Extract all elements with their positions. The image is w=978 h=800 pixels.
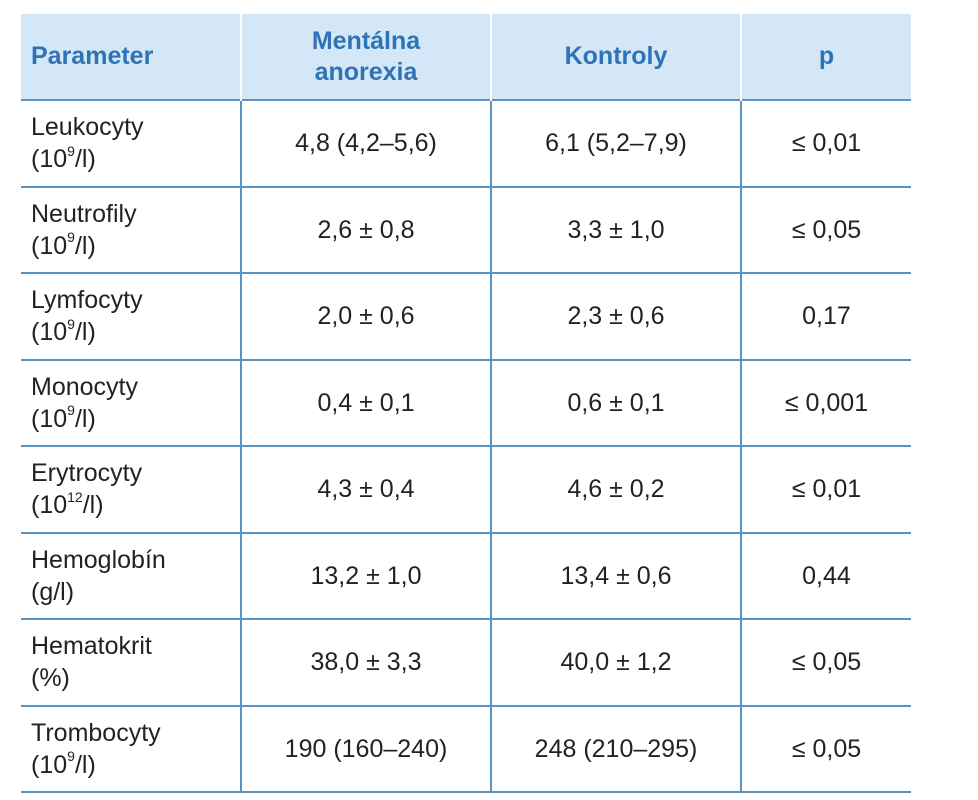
cell-parameter: Lymfocyty (109/l): [21, 272, 241, 360]
cell-p-value: ≤ 0,01: [740, 445, 911, 533]
cell-mentalna-anorexia: 2,6 ± 0,8: [240, 185, 491, 273]
parameter-unit: (109/l): [31, 143, 232, 175]
table-row: Leukocyty (109/l) 4,8 (4,2–5,6) 6,1 (5,2–7,…: [21, 99, 911, 187]
parameter-unit: (1012/l): [31, 489, 232, 521]
unit-suffix: /l): [74, 750, 96, 779]
table-header: Parameter Mentálna anorexia Kontroly p: [21, 14, 911, 100]
unit-exponent: 12: [67, 488, 83, 505]
parameter-name: Monocyty: [31, 372, 138, 401]
unit-prefix: (10: [31, 231, 68, 260]
cell-kontroly: 248 (210–295): [490, 704, 741, 793]
cell-kontroly: 0,6 ± 0,1: [490, 358, 741, 446]
table-row: Neutrofily (109/l) 2,6 ± 0,8 3,3 ± 1,0 ≤ 0,0…: [21, 185, 911, 273]
parameter-unit: (g/l): [31, 576, 232, 608]
cell-p-value: ≤ 0,05: [740, 185, 911, 273]
parameter-name: Erytrocyty: [31, 459, 143, 488]
cell-mentalna-anorexia: 2,0 ± 0,6: [240, 272, 491, 360]
cell-p-value: ≤ 0,001: [740, 358, 911, 446]
cell-kontroly: 3,3 ± 1,0: [490, 185, 741, 273]
cell-parameter: Monocyty (109/l): [21, 358, 241, 446]
unit-exponent: 9: [67, 315, 75, 332]
parameter-name: Lymfocyty: [31, 286, 143, 315]
unit-prefix: (10: [31, 404, 68, 433]
parameter-name: Trombocyty: [31, 718, 161, 747]
cell-p-value: 0,17: [740, 272, 911, 360]
table-row: Erytrocyty (1012/l) 4,3 ± 0,4 4,6 ± 0,2 ≤ 0,…: [21, 445, 911, 533]
unit-suffix: /l): [74, 318, 96, 347]
unit-prefix: (10: [31, 145, 68, 174]
header-p-value: p: [740, 14, 911, 100]
unit-suffix: /l): [74, 145, 96, 174]
cell-mentalna-anorexia: 4,3 ± 0,4: [240, 445, 491, 533]
cell-parameter: Hematokrit (%): [21, 618, 241, 706]
blood-parameters-table: Parameter Mentálna anorexia Kontroly p L…: [21, 14, 911, 793]
unit-prefix: (%): [31, 664, 70, 693]
cell-p-value: 0,44: [740, 531, 911, 619]
cell-kontroly: 13,4 ± 0,6: [490, 531, 741, 619]
unit-suffix: /l): [74, 404, 96, 433]
parameter-unit: (109/l): [31, 403, 232, 435]
cell-p-value: ≤ 0,05: [740, 704, 911, 793]
unit-exponent: 9: [67, 748, 75, 765]
cell-parameter: Hemoglobín (g/l): [21, 531, 241, 619]
cell-kontroly: 4,6 ± 0,2: [490, 445, 741, 533]
cell-kontroly: 40,0 ± 1,2: [490, 618, 741, 706]
cell-parameter: Trombocyty (109/l): [21, 704, 241, 793]
cell-parameter: Erytrocyty (1012/l): [21, 445, 241, 533]
unit-prefix: (10: [31, 318, 68, 347]
header-mentalna-anorexia: Mentálna anorexia: [240, 14, 491, 100]
table-row: Trombocyty (109/l) 190 (160–240) 248 (210–2…: [21, 704, 911, 793]
unit-prefix: (g/l): [31, 577, 75, 606]
table-row: Hematokrit (%) 38,0 ± 3,3 40,0 ± 1,2 ≤ 0,05: [21, 618, 911, 706]
cell-mentalna-anorexia: 190 (160–240): [240, 704, 491, 793]
cell-mentalna-anorexia: 38,0 ± 3,3: [240, 618, 491, 706]
table-row: Hemoglobín (g/l) 13,2 ± 1,0 13,4 ± 0,6 0,44: [21, 531, 911, 619]
cell-kontroly: 6,1 (5,2–7,9): [490, 99, 741, 187]
parameter-unit: (109/l): [31, 230, 232, 262]
header-parameter: Parameter: [31, 42, 154, 70]
parameter-name: Neutrofily: [31, 199, 137, 228]
unit-prefix: (10: [31, 491, 68, 520]
cell-p-value: ≤ 0,05: [740, 618, 911, 706]
header-row: Parameter Mentálna anorexia Kontroly p: [21, 14, 911, 100]
cell-mentalna-anorexia: 4,8 (4,2–5,6): [240, 99, 491, 187]
cell-mentalna-anorexia: 13,2 ± 1,0: [240, 531, 491, 619]
header-kontroly: Kontroly: [490, 14, 741, 100]
cell-p-value: ≤ 0,01: [740, 99, 911, 187]
parameter-name: Hemoglobín: [31, 545, 166, 574]
parameter-name: Hematokrit: [31, 632, 152, 661]
table-row: Monocyty (109/l) 0,4 ± 0,1 0,6 ± 0,1 ≤ 0,001: [21, 358, 911, 446]
cell-mentalna-anorexia: 0,4 ± 0,1: [240, 358, 491, 446]
parameter-unit: (%): [31, 662, 232, 694]
parameter-name: Leukocyty: [31, 113, 144, 142]
cell-parameter: Neutrofily (109/l): [21, 185, 241, 273]
unit-exponent: 9: [67, 402, 75, 419]
header-mentalna-anorexia-line2: anorexia: [314, 57, 418, 86]
cell-parameter: Leukocyty (109/l): [21, 99, 241, 187]
header-mentalna-anorexia-line1: Mentálna: [311, 26, 421, 55]
cell-kontroly: 2,3 ± 0,6: [490, 272, 741, 360]
table-body: Leukocyty (109/l) 4,8 (4,2–5,6) 6,1 (5,2–7,…: [21, 99, 911, 793]
parameter-unit: (109/l): [31, 749, 232, 781]
unit-exponent: 9: [67, 229, 75, 246]
unit-prefix: (10: [31, 750, 68, 779]
unit-suffix: /l): [74, 231, 96, 260]
unit-exponent: 9: [67, 142, 75, 159]
unit-suffix: /l): [82, 491, 104, 520]
parameter-unit: (109/l): [31, 316, 232, 348]
table-row: Lymfocyty (109/l) 2,0 ± 0,6 2,3 ± 0,6 0,17: [21, 272, 911, 360]
